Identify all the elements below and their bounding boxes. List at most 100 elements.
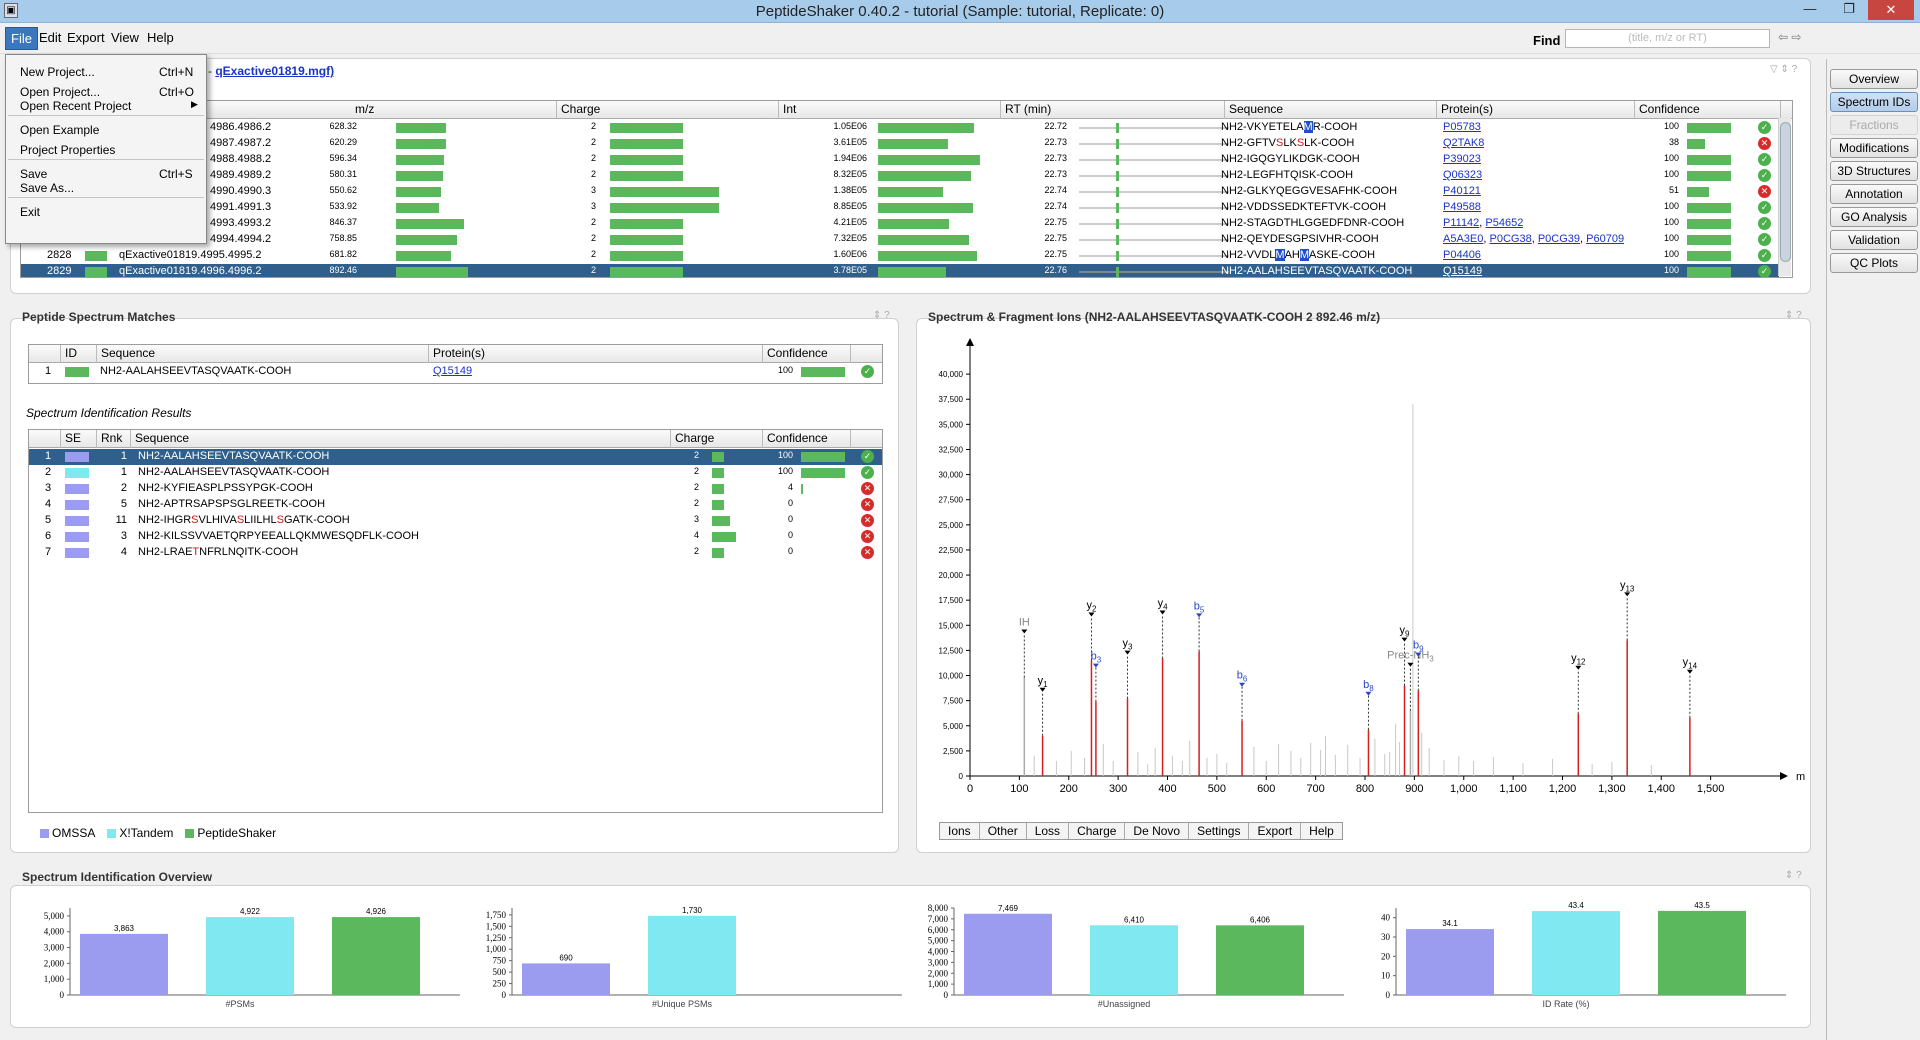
table-row[interactable]: 4987.4987.2 620.29 2 3.61E05 22.73 NH2-GFTVSL…: [21, 136, 1779, 152]
table-row[interactable]: 2829 qExactive01819.4996.4996.2 892.46 2 3.7…: [21, 264, 1779, 277]
protein-link[interactable]: Q2TAK8: [1443, 137, 1485, 149]
spectrum-button-loss[interactable]: Loss: [1027, 823, 1070, 839]
column-header[interactable]: Protein(s): [1437, 101, 1635, 119]
charge-value: 2: [590, 121, 596, 131]
column-header[interactable]: m/z: [351, 101, 557, 119]
table-row[interactable]: 7 4 NH2-LRAETNFRLNQITK-COOH 2 0 ✕: [29, 545, 882, 561]
column-header[interactable]: Confidence: [763, 430, 851, 448]
find-navigation-icon[interactable]: ⇦ ⇨: [1778, 30, 1802, 44]
table-row[interactable]: 4994.4994.2 758.85 2 7.32E05 22.75 NH2-QEYDES…: [21, 232, 1779, 248]
x-tick-label: 800: [1356, 783, 1374, 795]
column-header[interactable]: Confidence: [763, 345, 851, 363]
panel-controls-icon[interactable]: ⇕ ?: [1785, 310, 1802, 321]
protein-link[interactable]: P05783: [1443, 121, 1481, 133]
protein-link[interactable]: P49588: [1443, 201, 1481, 213]
menu-edit[interactable]: Edit: [39, 30, 62, 45]
sidebar-tab-qc-plots[interactable]: QC Plots: [1830, 253, 1918, 273]
file-menu-item[interactable]: New Project...: [20, 65, 95, 79]
spectrum-button-other[interactable]: Other: [980, 823, 1027, 839]
sidebar-tab-modifications[interactable]: Modifications: [1830, 138, 1918, 158]
spectrum-button-export[interactable]: Export: [1249, 823, 1302, 839]
menu-help[interactable]: Help: [147, 30, 174, 45]
column-header[interactable]: Sequence: [97, 345, 429, 363]
sidebar-tab-validation[interactable]: Validation: [1830, 230, 1918, 250]
maximize-button[interactable]: ❐: [1843, 1, 1855, 16]
protein-link[interactable]: P60709: [1586, 233, 1625, 245]
file-menu-item[interactable]: Save: [20, 167, 48, 181]
sidebar-tab-annotation[interactable]: Annotation: [1830, 184, 1918, 204]
table-row[interactable]: 5 11 NH2-IHGRSVLHIVASLIILHLSGATK-COOH 3 0 ✕: [29, 513, 882, 529]
table-row[interactable]: 4 5 NH2-APTRSAPSPSGLREETK-COOH 2 0 ✕: [29, 497, 882, 513]
sidebar-tab-spectrum-ids[interactable]: Spectrum IDs: [1830, 92, 1918, 112]
column-header[interactable]: SE: [61, 430, 97, 448]
spectra-table-scrollbar[interactable]: [1778, 118, 1791, 276]
protein-link[interactable]: Q15149: [1443, 265, 1483, 277]
sidebar-tab-overview[interactable]: Overview: [1830, 69, 1918, 89]
column-header[interactable]: Confidence: [1635, 101, 1781, 119]
spectrum-button-settings[interactable]: Settings: [1189, 823, 1250, 839]
panel-controls-icon[interactable]: ⇕ ?: [1785, 870, 1802, 881]
protein-link[interactable]: P40121: [1443, 185, 1481, 197]
protein-link[interactable]: P0CG38: [1489, 233, 1532, 245]
spectrum-chart[interactable]: m/z Int 0 100 200 300 400 500 600 700 800 900 1,000 1…: [920, 334, 1805, 804]
protein-link[interactable]: A5A3E0: [1443, 233, 1484, 245]
column-header[interactable]: Rnk: [97, 430, 131, 448]
menu-bar: File Edit Export View Help Find (title, …: [0, 24, 1920, 54]
table-row[interactable]: 4993.4993.2 846.37 2 4.21E05 22.75 NH2-STAGDT…: [21, 216, 1779, 232]
panel-controls-icon[interactable]: ⇕ ?: [873, 310, 890, 321]
menu-export[interactable]: Export: [67, 30, 105, 45]
spectrum-button-ions[interactable]: Ions: [940, 823, 980, 839]
sidebar-tab-3d-structures[interactable]: 3D Structures: [1830, 161, 1918, 181]
find-input[interactable]: (title, m/z or RT): [1565, 29, 1770, 48]
charge-value: 2: [693, 466, 699, 476]
table-row[interactable]: 6 3 NH2-KILSSVVAETQRPYEEALLQKMWESQDFLK-COO…: [29, 529, 882, 545]
column-header[interactable]: Sequence: [1225, 101, 1437, 119]
scrollbar-thumb[interactable]: [1780, 122, 1791, 262]
protein-link[interactable]: P0CG39: [1537, 233, 1581, 245]
protein-link[interactable]: Q06323: [1443, 169, 1483, 181]
file-menu-item[interactable]: Project Properties: [20, 143, 116, 157]
spectrum-button-charge[interactable]: Charge: [1069, 823, 1126, 839]
charge-bar: [610, 219, 683, 229]
protein-link[interactable]: Q15149: [433, 365, 473, 377]
close-button[interactable]: ✕: [1868, 0, 1914, 20]
spectrum-button-help[interactable]: Help: [1309, 824, 1334, 838]
table-row[interactable]: 1 1 NH2-AALAHSEEVTASQVAATK-COOH 2 100 ✓: [29, 449, 882, 465]
menu-separator: [8, 115, 204, 116]
file-menu-item[interactable]: Open Project...: [20, 85, 101, 99]
table-row[interactable]: 2828 qExactive01819.4995.4995.2 681.82 2 1.6…: [21, 248, 1779, 264]
spectrum-button-de-novo[interactable]: De Novo: [1125, 823, 1190, 839]
menu-view[interactable]: View: [111, 30, 139, 45]
table-row[interactable]: 1 NH2-AALAHSEEVTASQVAATK-COOH Q15149 100 ✓: [29, 364, 882, 380]
file-menu-item[interactable]: Open Recent Project: [20, 99, 132, 113]
column-header[interactable]: Protein(s): [429, 345, 763, 363]
protein-link[interactable]: P11142: [1443, 217, 1480, 229]
charge-bar: [610, 251, 683, 261]
panel-controls-icon[interactable]: ▽ ⇕ ?: [1770, 64, 1798, 75]
column-header[interactable]: Charge: [557, 101, 779, 119]
protein-link[interactable]: P54652: [1485, 217, 1524, 229]
column-header[interactable]: RT (min): [1001, 101, 1225, 119]
column-header[interactable]: Charge: [671, 430, 763, 448]
mz-value: 580.31: [329, 169, 357, 179]
table-row[interactable]: 4989.4989.2 580.31 2 8.32E05 22.73 NH2-LEGFHT…: [21, 168, 1779, 184]
table-row[interactable]: 4986.4986.2 628.32 2 1.05E06 22.72 NH2-VKYETE…: [21, 120, 1779, 136]
column-header[interactable]: Sequence: [131, 430, 671, 448]
menu-file[interactable]: File: [5, 27, 38, 50]
table-row[interactable]: 2 1 NH2-AALAHSEEVTASQVAATK-COOH 2 100 ✓: [29, 465, 882, 481]
protein-link[interactable]: P04406: [1443, 249, 1481, 261]
file-menu-item[interactable]: Open Example: [20, 123, 100, 137]
table-row[interactable]: 3 2 NH2-KYFIEASPLPSSYPGK-COOH 2 4 ✕: [29, 481, 882, 497]
column-header[interactable]: ID: [61, 345, 97, 363]
peak-marker: [1624, 592, 1631, 597]
sidebar-tab-go-analysis[interactable]: GO Analysis: [1830, 207, 1918, 227]
column-header[interactable]: Int: [779, 101, 1001, 119]
y-tick-label: 10: [1381, 971, 1391, 981]
file-menu-item[interactable]: Save As...: [20, 181, 75, 195]
table-row[interactable]: 4991.4991.3 533.92 3 8.85E05 22.74 NH2-VDDSSE…: [21, 200, 1779, 216]
file-menu-item[interactable]: Exit: [20, 205, 41, 219]
table-row[interactable]: 4990.4990.3 550.62 3 1.38E05 22.74 NH2-GLKYQE…: [21, 184, 1779, 200]
minimize-button[interactable]: —: [1803, 1, 1817, 16]
table-row[interactable]: 4988.4988.2 596.34 2 1.94E06 22.73 NH2-IGQGYL…: [21, 152, 1779, 168]
protein-link[interactable]: P39023: [1443, 153, 1481, 165]
